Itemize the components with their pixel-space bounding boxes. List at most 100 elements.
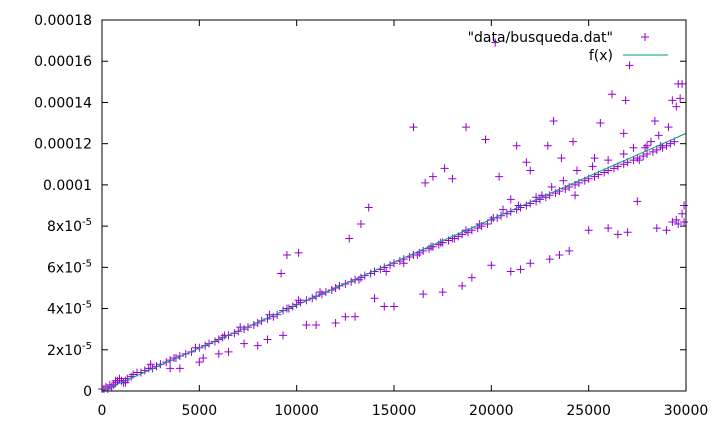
data-point (668, 96, 677, 105)
data-point (639, 152, 648, 161)
data-point (672, 215, 681, 224)
data-point (680, 217, 689, 226)
data-point (625, 61, 634, 70)
data-point (425, 244, 434, 253)
data-point (672, 102, 681, 111)
data-point (499, 205, 508, 214)
y-tick-label-base: 0.00016 (34, 54, 92, 70)
y-ticks: 02x10-54x10-56x10-58x10-50.00010.000120.… (34, 13, 686, 400)
data-point (571, 191, 580, 200)
legend-label-line: f(x) (589, 48, 613, 64)
data-point (487, 261, 496, 270)
data-point (294, 248, 303, 257)
data-point (356, 220, 365, 229)
y-tick-label: 8x10-5 (47, 217, 92, 235)
x-tick-label: 5000 (182, 403, 218, 419)
data-point (351, 312, 360, 321)
data-point (650, 116, 659, 125)
fit-line (101, 132, 687, 392)
x-tick-label: 30000 (664, 403, 709, 419)
data-point (604, 156, 613, 165)
data-point (448, 174, 457, 183)
data-point (428, 172, 437, 181)
data-point (121, 378, 130, 387)
y-tick-label-exponent: -5 (82, 341, 92, 352)
data-point (526, 166, 535, 175)
data-point (555, 250, 564, 259)
data-point (341, 312, 350, 321)
y-tick-label: 0.00012 (34, 137, 92, 153)
data-point (191, 343, 200, 352)
data-point (674, 79, 683, 88)
data-point (541, 193, 550, 202)
y-tick-label-exponent: -5 (82, 300, 92, 311)
data-point (543, 141, 552, 150)
data-point (491, 38, 500, 47)
data-point (623, 228, 632, 237)
series-layer (98, 38, 689, 393)
data-point (559, 176, 568, 185)
data-point (526, 259, 535, 268)
data-point (680, 201, 689, 210)
data-point (294, 296, 303, 305)
data-point (629, 143, 638, 152)
data-point (674, 220, 683, 229)
data-point (619, 160, 628, 169)
data-point (438, 288, 447, 297)
data-point (312, 321, 321, 330)
data-point (199, 354, 208, 363)
data-point (224, 347, 233, 356)
data-point (240, 339, 249, 348)
legend-label-points: "data/busqueda.dat" (468, 30, 613, 46)
data-point (195, 358, 204, 367)
data-point (522, 158, 531, 167)
data-point (557, 154, 566, 163)
data-point (555, 187, 564, 196)
y-tick-label-base: 0.00018 (34, 13, 92, 29)
y-tick-label-base: 0 (83, 384, 92, 400)
x-tick-label: 25000 (566, 403, 611, 419)
data-point (279, 331, 288, 340)
data-point (619, 149, 628, 158)
data-point (565, 246, 574, 255)
legend-marker-points (641, 33, 649, 41)
data-point (214, 349, 223, 358)
data-point (662, 226, 671, 235)
data-point (380, 302, 389, 311)
data-point (641, 143, 650, 152)
data-point (608, 90, 617, 99)
data-point (495, 172, 504, 181)
data-point (382, 267, 391, 276)
data-point (506, 267, 515, 276)
data-point (516, 265, 525, 274)
data-point (676, 94, 685, 103)
data-point (613, 230, 622, 239)
y-tick-label: 0.00018 (34, 13, 92, 29)
data-point (668, 217, 677, 226)
data-point (390, 302, 398, 311)
x-tick-label: 20000 (469, 403, 514, 419)
y-tick-label-base: 0.00014 (34, 95, 92, 111)
data-point (115, 374, 124, 383)
data-point (678, 209, 687, 218)
data-point (277, 269, 286, 278)
data-point (282, 250, 291, 259)
y-tick-label: 0.00016 (34, 54, 92, 70)
y-tick-label: 2x10-5 (47, 341, 92, 359)
data-point (635, 156, 644, 165)
data-point (646, 137, 655, 146)
data-point (609, 164, 618, 173)
plot-frame (101, 19, 687, 392)
data-point (549, 116, 558, 125)
data-point (652, 145, 661, 154)
data-point (666, 139, 675, 148)
x-tick-label: 10000 (274, 403, 319, 419)
data-point (354, 275, 363, 284)
data-point (545, 255, 554, 264)
x-tick-label: 15000 (372, 403, 417, 419)
data-point (633, 197, 642, 206)
data-point (664, 123, 673, 132)
data-point (331, 318, 340, 327)
